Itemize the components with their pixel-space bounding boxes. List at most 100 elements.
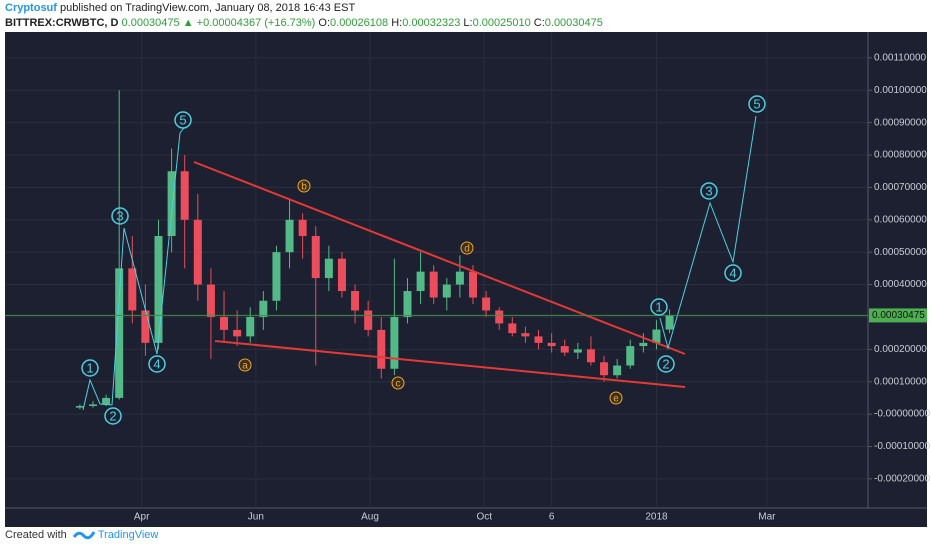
candle-body (102, 397, 111, 405)
annotation-circle (174, 111, 192, 129)
wave-path (82, 127, 185, 411)
candle-body (586, 349, 595, 363)
candle-body (547, 342, 556, 347)
candle-body (364, 310, 373, 330)
candle-body (416, 271, 425, 292)
candle-body (115, 268, 124, 398)
annotation-circle (391, 376, 405, 390)
y-tick-label: 0.00040000 (874, 279, 927, 290)
y-tick-label: -0.00000000 (874, 409, 931, 420)
annotation-circle (104, 407, 122, 425)
annotation-circle (609, 391, 623, 405)
candle-body (337, 258, 346, 292)
candle-body (495, 310, 504, 324)
candle-body (560, 346, 569, 353)
candle-body (600, 362, 609, 376)
annotation-label: 2 (662, 356, 669, 371)
l-label: L: (463, 17, 473, 29)
annotation-label: 5 (753, 96, 760, 111)
trend-line (193, 161, 686, 355)
y-tick-label: 0.00070000 (874, 182, 927, 193)
annotation-circle (657, 355, 675, 373)
owner: Cryptosuf (5, 2, 57, 14)
candle-body (508, 323, 517, 334)
o: 0.00026108 (330, 17, 389, 29)
candle-body (429, 271, 438, 298)
chart-bg (5, 32, 927, 527)
candle-body (403, 291, 412, 317)
candle-body (482, 297, 491, 311)
y-tick-label: 0.00060000 (874, 214, 927, 225)
annotation-label: b (301, 182, 307, 193)
candle-body (613, 365, 622, 376)
annotation-circle (238, 358, 252, 372)
candle-body (220, 316, 229, 330)
last-price-label: 0.00030475 (872, 310, 925, 321)
candle-body (521, 333, 530, 337)
annotation-label: 2 (109, 408, 116, 423)
candle-body (128, 268, 137, 311)
candle-body (233, 329, 242, 337)
x-tick-label: 2018 (645, 512, 668, 523)
y-tick-label: 0.00010000 (874, 376, 927, 387)
annotation-label: c (396, 379, 401, 390)
h-label: H: (391, 17, 403, 29)
annotation-label: 5 (179, 112, 186, 127)
candle-body (626, 346, 635, 366)
candle-body (377, 329, 386, 369)
candle-body (298, 219, 307, 236)
candle-body (285, 219, 294, 253)
footer: Created with TradingView (5, 529, 158, 541)
x-tick-label: Mar (758, 512, 776, 523)
x-tick-label: Aug (361, 512, 379, 523)
candle-body (455, 271, 464, 285)
annotation-label: 1 (655, 299, 662, 314)
annotation-circle (460, 241, 474, 255)
candle-body (652, 329, 661, 343)
annotation-circle (700, 182, 718, 200)
candle-body (469, 271, 478, 298)
y-tick-label: 0.00090000 (874, 117, 927, 128)
candle-body (259, 300, 268, 317)
candle-body (206, 284, 215, 317)
y-tick-label: 0.00050000 (874, 247, 927, 258)
symbol: BITTREX:CRWBTC, D (5, 17, 119, 29)
annotation-circle (148, 355, 166, 373)
y-tick-label: 0.00110000 (874, 53, 927, 64)
candle-body (665, 315, 674, 330)
candle-body (193, 219, 202, 285)
c-label: C: (533, 17, 545, 29)
published: published on TradingView.com, January 08… (60, 2, 356, 14)
y-tick-label: 0.00020000 (874, 344, 927, 355)
chart: 0.00110000 0.00100000 0.00090000 0.00080000… (5, 32, 931, 527)
candle-body (88, 404, 97, 406)
annotation-label: e (613, 394, 619, 405)
candle-body (167, 171, 176, 236)
y-tick-label: -0.00020000 (874, 473, 931, 484)
candle-body (351, 291, 360, 311)
candle-body (573, 349, 582, 353)
last-price-box (869, 308, 927, 323)
annotation-circle (297, 179, 311, 193)
annotation-label: 3 (705, 183, 712, 198)
l: 0.00025010 (472, 17, 531, 29)
c: 0.00030475 (544, 17, 603, 29)
brand: TradingView (97, 529, 159, 541)
candle-body (442, 284, 451, 298)
annotation-label: 4 (153, 356, 160, 371)
annotation-label: 4 (729, 265, 736, 280)
x-tick-label: Jun (248, 512, 264, 523)
annotation-circle (111, 207, 129, 225)
candle-body (534, 336, 543, 343)
annotation-circle (748, 95, 766, 113)
candle-body (311, 236, 320, 279)
created-with: Created with (5, 529, 67, 541)
y-tick-label: 0.00080000 (874, 150, 927, 161)
change: ▲ +0.00004367 (+16.73%) (182, 17, 316, 29)
publish-line: Cryptosuf published on TradingView.com, … (5, 2, 355, 14)
annotation-label: 3 (116, 208, 123, 223)
candle-body (246, 316, 255, 337)
ohlc-line: BITTREX:CRWBTC, D 0.00030475 ▲ +0.000043… (5, 17, 603, 29)
